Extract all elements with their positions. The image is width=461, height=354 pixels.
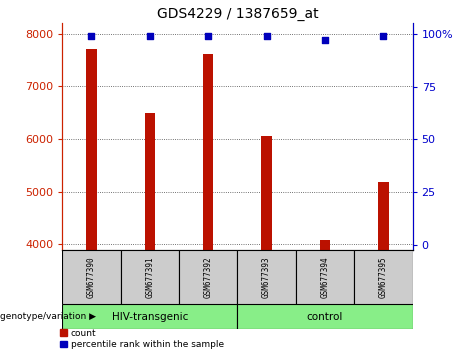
Bar xyxy=(320,240,330,354)
Point xyxy=(205,33,212,39)
Point xyxy=(88,33,95,39)
Bar xyxy=(296,250,354,304)
Bar xyxy=(62,304,237,329)
Bar xyxy=(203,53,213,354)
Text: GSM677391: GSM677391 xyxy=(145,256,154,298)
Bar xyxy=(378,182,389,354)
Bar xyxy=(354,250,413,304)
Legend: count, percentile rank within the sample: count, percentile rank within the sample xyxy=(60,329,224,349)
Bar xyxy=(145,113,155,354)
Bar xyxy=(62,250,121,304)
Point xyxy=(321,37,329,43)
Bar xyxy=(237,250,296,304)
Bar xyxy=(261,136,272,354)
Bar xyxy=(121,250,179,304)
Bar xyxy=(179,250,237,304)
Point xyxy=(263,33,270,39)
Bar xyxy=(86,49,97,354)
Text: GSM677395: GSM677395 xyxy=(379,256,388,298)
Point xyxy=(146,33,154,39)
Text: GSM677393: GSM677393 xyxy=(262,256,271,298)
Point xyxy=(380,33,387,39)
Text: HIV-transgenic: HIV-transgenic xyxy=(112,312,188,322)
Text: GSM677394: GSM677394 xyxy=(320,256,330,298)
Text: GSM677392: GSM677392 xyxy=(204,256,213,298)
Bar xyxy=(237,304,413,329)
Title: GDS4229 / 1387659_at: GDS4229 / 1387659_at xyxy=(157,7,318,21)
Text: genotype/variation ▶: genotype/variation ▶ xyxy=(0,312,96,321)
Text: GSM677390: GSM677390 xyxy=(87,256,96,298)
Text: control: control xyxy=(307,312,343,322)
